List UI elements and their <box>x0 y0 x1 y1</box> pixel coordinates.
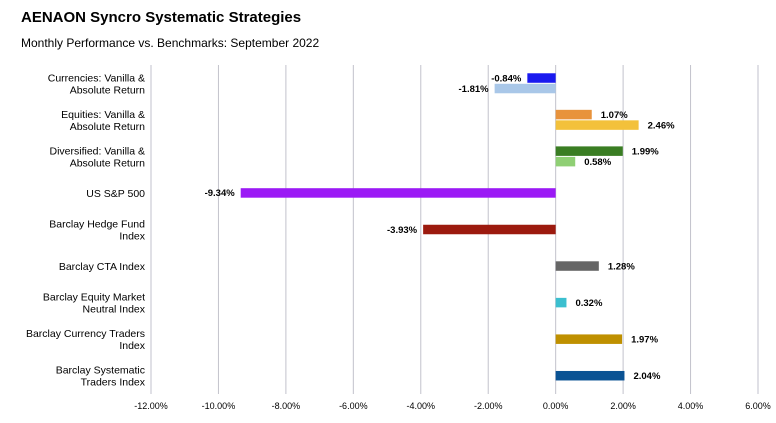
x-tick-label: 6.00% <box>745 401 771 411</box>
category-label: Barclay CTA Index <box>59 261 146 273</box>
data-label: 1.07% <box>601 110 628 121</box>
x-tick-label: -2.00% <box>474 401 503 411</box>
category-label: Currencies: Vanilla & <box>48 72 145 84</box>
bar <box>423 224 556 235</box>
category-label: Absolute Return <box>70 84 145 96</box>
data-label: 1.99% <box>632 146 659 157</box>
category-label: Equities: Vanilla & <box>61 109 145 121</box>
data-label: -0.84% <box>491 73 522 84</box>
bar <box>555 156 576 167</box>
data-label: 2.04% <box>633 371 660 382</box>
data-label: 2.46% <box>648 120 675 131</box>
bar <box>555 146 623 156</box>
category-label: Absolute Return <box>70 121 145 133</box>
category-label: Absolute Return <box>70 157 145 169</box>
data-label: 1.28% <box>608 261 635 272</box>
x-tick-label: 4.00% <box>678 401 704 411</box>
category-label: Neutral Index <box>83 304 146 316</box>
chart-subtitle: Monthly Performance vs. Benchmarks: Sept… <box>21 36 320 50</box>
category-label: Barclay Hedge Fund <box>49 219 145 231</box>
chart-title: AENAON Syncro Systematic Strategies <box>21 9 302 26</box>
bar <box>555 261 599 271</box>
x-tick-label: 2.00% <box>610 401 636 411</box>
x-tick-label: -4.00% <box>407 401 436 411</box>
category-label: Barclay Equity Market <box>43 292 145 304</box>
bar <box>240 188 556 198</box>
x-tick-label: -8.00% <box>272 401 301 411</box>
data-label: 0.58% <box>584 157 611 168</box>
bar <box>555 370 625 381</box>
bar <box>555 297 567 308</box>
category-label: Barclay Currency Traders <box>26 328 145 340</box>
data-label: 1.97% <box>631 334 658 345</box>
bar <box>555 109 592 120</box>
bar <box>494 83 556 94</box>
category-label: Index <box>119 231 145 243</box>
category-label: Barclay Systematic <box>56 365 145 377</box>
bar <box>527 73 556 83</box>
x-tick-label: -6.00% <box>339 401 368 411</box>
bar <box>555 334 623 344</box>
category-label: Traders Index <box>81 377 146 389</box>
data-label: -9.34% <box>205 188 236 199</box>
category-label: Index <box>119 340 145 352</box>
category-label: US S&P 500 <box>86 188 145 200</box>
category-label: Diversified: Vanilla & <box>49 145 145 157</box>
bar <box>555 120 639 130</box>
data-label: -3.93% <box>387 225 418 236</box>
x-tick-label: -10.00% <box>202 401 236 411</box>
data-label: -1.81% <box>459 84 490 95</box>
x-tick-label: 0.00% <box>543 401 569 411</box>
data-label: 0.32% <box>575 298 602 309</box>
x-tick-label: -12.00% <box>134 401 168 411</box>
